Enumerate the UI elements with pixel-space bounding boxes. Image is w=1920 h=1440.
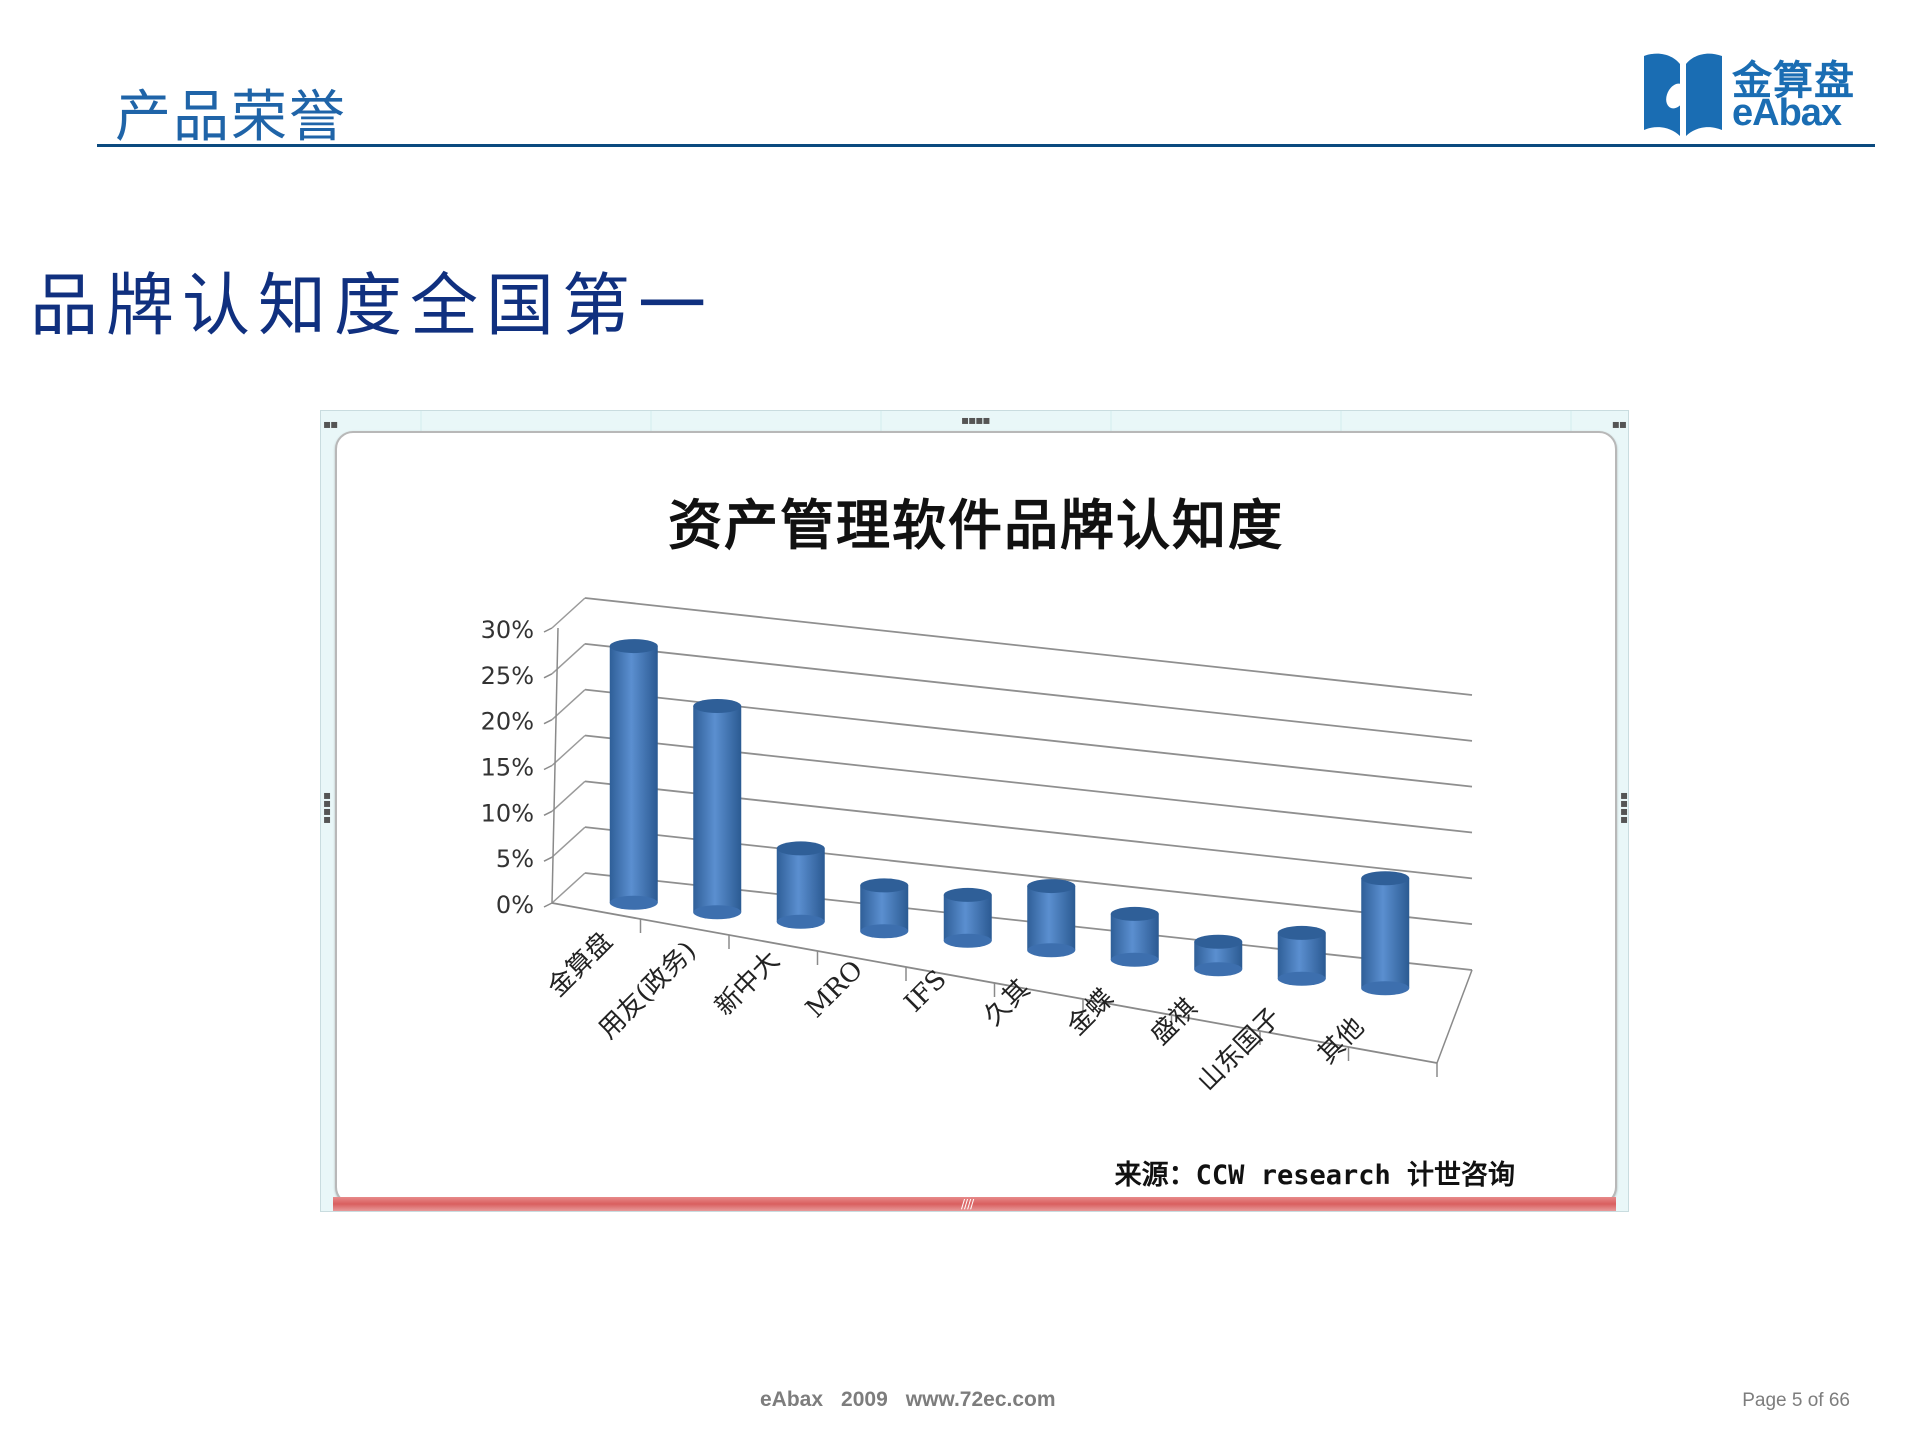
- footer-url[interactable]: www.72ec.com: [905, 1388, 1056, 1411]
- headline: 品牌认知度全国第一: [30, 267, 715, 346]
- x-category-label: IFS: [899, 964, 953, 1018]
- x-category-label: 山东国子: [1192, 1002, 1287, 1097]
- x-category-label: MRO: [800, 955, 869, 1024]
- resize-handle-bottom[interactable]: ////: [961, 1197, 974, 1211]
- x-category-label: 久其: [978, 974, 1036, 1032]
- x-category-label: 新中大: [709, 945, 785, 1021]
- resize-handle-top[interactable]: ▪▪▪▪: [961, 413, 991, 427]
- abacus-book-logo-icon: [1644, 53, 1722, 136]
- bar: [1110, 913, 1159, 960]
- bar: [1027, 886, 1076, 951]
- logo: 金算盘 eAbax: [1640, 48, 1870, 138]
- x-category-label: 其他: [1312, 1012, 1370, 1070]
- y-tick-label: 20%: [481, 708, 534, 736]
- bar: [1361, 878, 1410, 989]
- resize-handle-top-left[interactable]: ▪▪: [323, 417, 338, 431]
- bar: [776, 848, 825, 922]
- y-tick-label: 0%: [496, 891, 534, 919]
- bar: [609, 646, 658, 903]
- chart-area[interactable]: 资产管理软件品牌认知度 0% 5% 10% 15% 20% 25% 30% 金算盘 用友(政务)…: [335, 431, 1617, 1205]
- logo-cn-text: 金算盘: [1732, 58, 1855, 104]
- page-number: Page 5 of 66: [1742, 1390, 1850, 1411]
- resize-handle-left[interactable]: ▪ ▪ ▪ ▪: [323, 788, 331, 826]
- chart-frame: ▪▪▪▪ ▪▪ ▪▪ ▪ ▪ ▪ ▪ ▪ ▪ ▪ ▪ 资产管理软件品牌认知度 0% 5% 10%…: [320, 410, 1629, 1212]
- selection-bar: [333, 1197, 1616, 1211]
- y-tick-label: 10%: [481, 799, 534, 827]
- header-rule: [97, 144, 1875, 147]
- y-tick-label: 15%: [481, 754, 534, 782]
- resize-handle-right[interactable]: ▪ ▪ ▪ ▪: [1620, 788, 1628, 826]
- footer-year: 2009: [841, 1388, 888, 1411]
- footer-brand: eAbax: [760, 1388, 824, 1411]
- chart-title: 资产管理软件品牌认知度: [668, 494, 1284, 557]
- bar: [943, 894, 992, 941]
- x-category-label: 盛祺: [1145, 993, 1203, 1051]
- y-tick-label: 30%: [481, 616, 534, 644]
- footer-left: eAbax 2009 www.72ec.com: [760, 1388, 1074, 1412]
- source-note: 来源：CCW research 计世咨询: [1114, 1160, 1515, 1191]
- resize-handle-top-right[interactable]: ▪▪: [1611, 417, 1627, 431]
- x-category-label: 金蝶: [1062, 983, 1120, 1041]
- bar: [1277, 932, 1326, 979]
- y-tick-label: 25%: [481, 662, 534, 690]
- bar-chart-3d: 0%5%10%15%20%25%30%金算盘用友(政务) 新中大 MRO IFS 久其金…: [481, 597, 1473, 1097]
- spreadsheet-grid: [420, 411, 1572, 431]
- y-tick-label: 5%: [496, 845, 534, 873]
- bar: [693, 706, 742, 913]
- section-title: 产品荣誉: [115, 85, 347, 150]
- logo-en-text: eAbax: [1732, 92, 1842, 134]
- x-category-label: 金算盘: [542, 926, 618, 1002]
- bar: [860, 885, 909, 932]
